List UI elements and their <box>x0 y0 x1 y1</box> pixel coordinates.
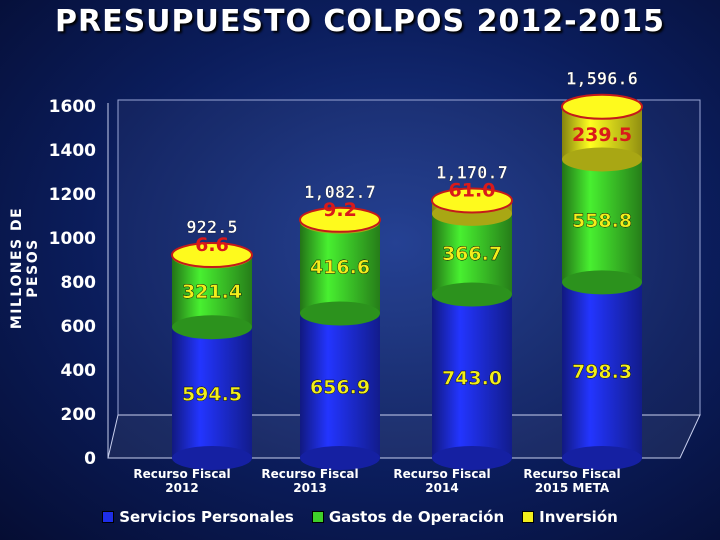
bar-segment-bottom <box>562 270 642 295</box>
bar-segment-servicios <box>562 282 642 458</box>
x-tick-label: Recurso Fiscal <box>523 467 620 481</box>
bar-segment-bottom <box>300 446 380 470</box>
y-tick-label: 600 <box>61 317 97 337</box>
bar-top-cap <box>171 242 253 269</box>
data-label: 798.3 <box>572 361 632 383</box>
bar-segment-bottom <box>300 301 380 326</box>
legend-label-gastos: Gastos de Operación <box>328 508 505 526</box>
legend-item-servicios: Servicios Personales <box>102 508 294 526</box>
legend-label-servicios: Servicios Personales <box>119 508 294 526</box>
x-tick-label: 2013 <box>293 481 326 495</box>
x-tick-label: 2014 <box>425 481 458 495</box>
bar-segment-bottom <box>432 446 512 470</box>
total-label: 1,082.7 <box>304 183 376 203</box>
legend-swatch-gastos <box>311 511 324 523</box>
bar-segment-servicios <box>172 327 252 458</box>
data-label: 6.6 <box>195 234 229 256</box>
bar-segment-bottom <box>172 315 252 340</box>
data-label: 366.7 <box>442 243 502 265</box>
bar-top-cap <box>431 187 513 214</box>
x-tick-label: Recurso Fiscal <box>133 467 230 481</box>
legend-item-gastos: Gastos de Operación <box>311 508 505 526</box>
x-tick-label: 2015 META <box>535 481 610 495</box>
bar-segment-servicios <box>432 294 512 458</box>
bar-segment-bottom <box>562 147 642 172</box>
x-tick-label: Recurso Fiscal <box>261 467 358 481</box>
data-label: 61.0 <box>449 179 496 201</box>
bar-segment-gastos <box>300 221 380 314</box>
legend-swatch-inversion <box>522 511 535 523</box>
bar-segment-bottom <box>432 282 512 307</box>
y-tick-label: 1200 <box>49 185 96 205</box>
legend-label-inversion: Inversión <box>539 508 618 526</box>
y-tick-label: 1000 <box>49 229 96 249</box>
data-label: 239.5 <box>572 124 632 146</box>
y-tick-label: 800 <box>61 273 97 293</box>
data-label: 9.2 <box>323 199 357 221</box>
legend: Servicios Personales Gastos de Operación… <box>0 508 720 526</box>
data-label: 558.8 <box>572 210 632 232</box>
data-label: 656.9 <box>310 377 370 399</box>
bar-top-cap <box>561 93 643 120</box>
bar-segment-gastos <box>432 213 512 295</box>
x-tick-label: 2012 <box>165 481 198 495</box>
total-label: 922.5 <box>186 218 237 238</box>
data-label: 321.4 <box>182 281 242 303</box>
data-label: 594.5 <box>182 384 242 406</box>
y-tick-label: 400 <box>61 361 97 381</box>
y-tick-label: 0 <box>84 449 96 469</box>
data-label: 743.0 <box>442 367 502 389</box>
chart-title: PRESUPUESTO COLPOS 2012-2015 <box>54 4 666 39</box>
y-tick-label: 200 <box>61 405 97 425</box>
data-label: 416.6 <box>310 257 370 279</box>
total-label: 1,170.7 <box>436 163 508 183</box>
legend-item-inversion: Inversión <box>522 508 618 526</box>
y-tick-label: 1400 <box>49 141 96 161</box>
bar-segment-bottom <box>562 446 642 470</box>
legend-swatch-servicios <box>102 511 115 523</box>
y-tick-label: 1600 <box>49 97 96 117</box>
total-label: 1,596.6 <box>566 70 638 90</box>
bar-segment-gastos <box>562 159 642 283</box>
bar-segment-bottom <box>172 446 252 470</box>
bar-segment-servicios <box>300 313 380 458</box>
bar-top-cap <box>299 206 381 233</box>
x-tick-label: Recurso Fiscal <box>393 467 490 481</box>
